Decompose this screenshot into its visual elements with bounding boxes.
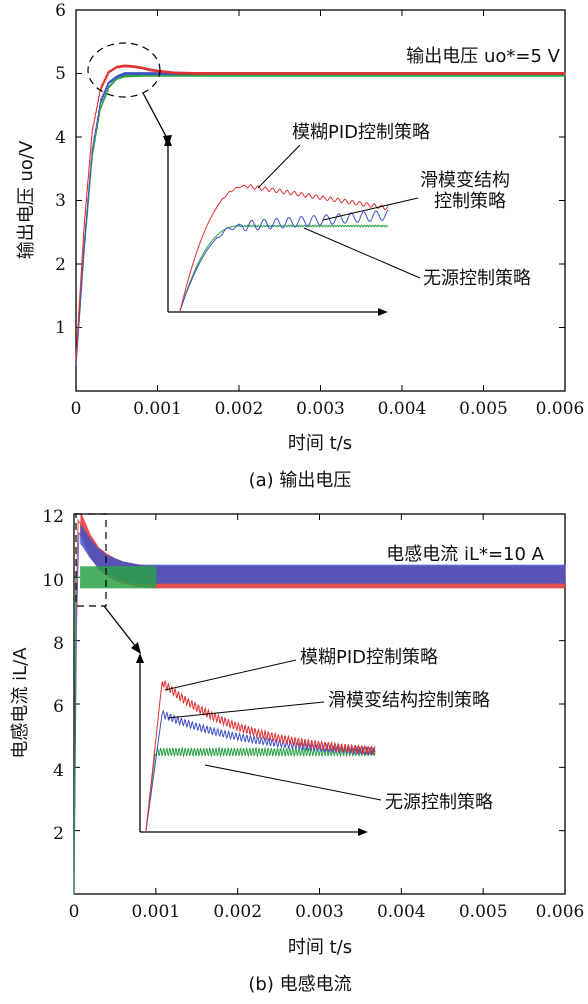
- chart-output-voltage: 0 0.001 0.002 0.003 0.004 0.005 0.006 1 …: [16, 1, 584, 491]
- leader-fuzzy-pid: [164, 659, 297, 691]
- series-line: [73, 566, 157, 895]
- zoom-rectangle: [75, 513, 107, 607]
- inset-x-arrowhead: [358, 828, 368, 836]
- ytick-label: 4: [53, 761, 64, 781]
- annotation-sliding-mode-1: 滑模变结构: [420, 170, 510, 191]
- annotation-fuzzy-pid: 模糊PID控制策略: [300, 647, 438, 668]
- leader-fuzzy-pid: [257, 144, 301, 189]
- y-axis-label: 输出电压 uo/V: [16, 140, 37, 259]
- inset-curve-fuzzy-pid: [145, 680, 376, 832]
- inset-a-curves: [179, 184, 389, 312]
- ytick-label: 5: [55, 64, 66, 84]
- xtick-label: 0.002: [213, 902, 262, 922]
- zoom-pointer-arrowhead: [131, 642, 141, 654]
- inset-y-arrowhead: [136, 653, 144, 663]
- ytick-label: 1: [55, 318, 66, 338]
- xtick-label: 0.001: [131, 902, 180, 922]
- ytick-label: 8: [53, 634, 64, 654]
- xtick-label: 0.004: [377, 902, 426, 922]
- series-group-b: [73, 513, 566, 895]
- inset-curve-passive: [179, 224, 389, 312]
- ytick-label: 10: [42, 571, 64, 591]
- reference-label: 电感电流 iL*=10 A: [386, 544, 544, 565]
- inset-a: [164, 136, 389, 316]
- inset-curve-passive: [145, 746, 376, 832]
- ytick-label: 2: [55, 255, 66, 275]
- xtick-label: 0.006: [536, 902, 585, 922]
- inset-curve-sliding-mode: [179, 209, 389, 312]
- annotation-sliding-mode-2: 控制策略: [434, 191, 506, 212]
- series-line: [73, 525, 566, 895]
- inset-curve-sliding-mode: [145, 709, 376, 832]
- ytick-label: 2: [53, 824, 64, 844]
- caption-a: (a) 输出电压: [249, 470, 352, 491]
- ytick-label: 3: [55, 191, 66, 211]
- series-line: [75, 72, 566, 366]
- zoom-pointer-arrow: [103, 605, 137, 648]
- x-axis-label: 时间 t/s: [288, 433, 352, 454]
- annotation-passive: 无源控制策略: [385, 792, 493, 813]
- caption-b: (b) 电感电流: [248, 974, 351, 995]
- xtick-label: 0.005: [459, 399, 508, 419]
- reference-label: 输出电压 uo*=5 V: [406, 46, 560, 67]
- xtick-label: 0.003: [296, 399, 345, 419]
- annotation-passive: 无源控制策略: [423, 268, 531, 289]
- inset-x-arrowhead: [378, 308, 388, 316]
- annotation-fuzzy-pid: 模糊PID控制策略: [292, 122, 430, 143]
- leader-passive: [303, 227, 421, 279]
- annotation-sliding-mode: 滑模变结构控制策略: [328, 690, 490, 711]
- xtick-label: 0.001: [133, 399, 182, 419]
- leader-passive: [204, 764, 382, 801]
- inset-y-arrowhead: [164, 136, 172, 146]
- x-axis-label: 时间 t/s: [288, 937, 352, 958]
- ticks-a: [75, 9, 566, 392]
- ytick-label: 6: [55, 1, 66, 21]
- xtick-label: 0.004: [378, 399, 427, 419]
- xtick-label: 0: [71, 399, 82, 419]
- xtick-label: 0.003: [295, 902, 344, 922]
- series-group-a: [75, 64, 566, 366]
- ytick-label: 6: [53, 697, 64, 717]
- zoom-pointer-arrow: [142, 92, 169, 141]
- series-line: [75, 74, 566, 366]
- inset-curve-fuzzy-pid: [179, 184, 389, 312]
- ytick-label: 4: [55, 128, 66, 148]
- inset-b-curves: [145, 680, 376, 832]
- y-axis-label: 电感电流 iL/A: [10, 647, 31, 759]
- zoom-ellipse: [87, 42, 161, 98]
- series-line: [75, 64, 566, 360]
- leader-sliding-mode: [167, 701, 325, 719]
- xtick-label: 0: [69, 902, 80, 922]
- leader-sliding-mode: [322, 197, 419, 221]
- inset-b: [136, 653, 376, 836]
- xtick-label: 0.005: [459, 902, 508, 922]
- ytick-label: 12: [42, 507, 64, 527]
- chart-inductor-current: 0 0.001 0.002 0.003 0.004 0.005 0.006 2 …: [10, 507, 584, 995]
- xtick-label: 0.006: [536, 399, 585, 419]
- xtick-label: 0.002: [215, 399, 264, 419]
